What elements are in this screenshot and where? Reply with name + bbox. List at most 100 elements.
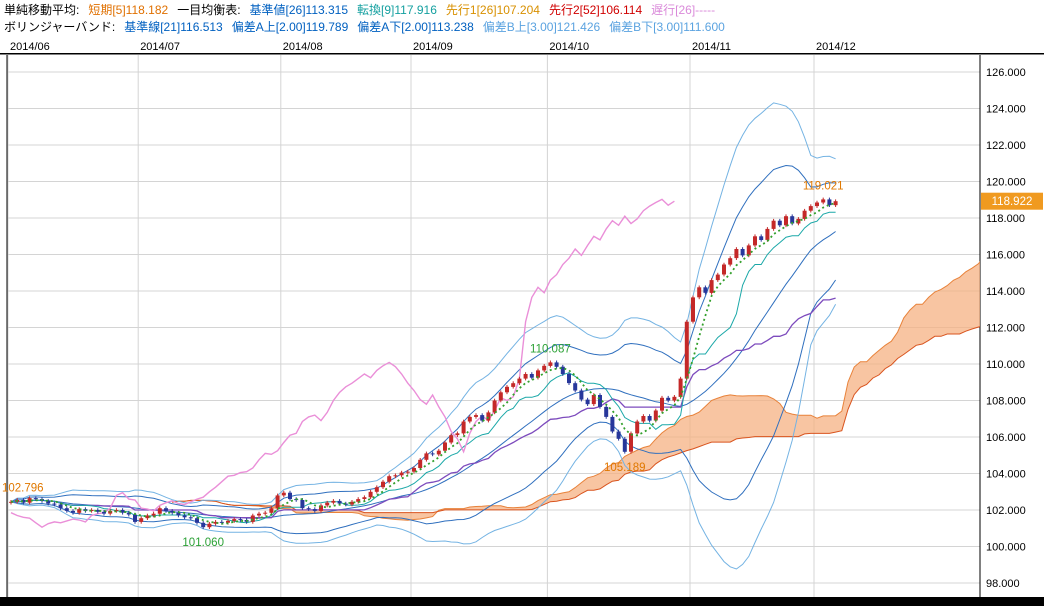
candle-body	[728, 258, 733, 265]
candle-body	[312, 509, 317, 511]
candle-body	[815, 202, 819, 207]
candle-body	[647, 416, 652, 421]
price-annotation: 110.087	[530, 343, 571, 355]
candle-body	[257, 513, 261, 516]
candle-body	[833, 201, 838, 206]
price-annotation: 102.796	[2, 482, 44, 494]
y-axis-label: 108.000	[986, 396, 1026, 408]
x-axis-label: 2014/06	[10, 41, 50, 53]
legend-item: 一目均衡表:	[177, 3, 241, 17]
candle-body	[486, 412, 491, 421]
candle-body	[802, 210, 807, 219]
candle-body	[151, 513, 156, 516]
senkou-a-line	[172, 261, 980, 521]
legend-item: 単純移動平均:	[4, 3, 80, 17]
candle-body	[467, 416, 472, 422]
candle-body	[821, 199, 826, 203]
candle-body	[207, 523, 212, 528]
candle-body	[684, 321, 689, 379]
candle-body	[567, 374, 571, 384]
candle-body	[263, 512, 268, 514]
y-axis-labels: 98.000 100.000 102.000 104.000 106.000 108.00…	[986, 67, 1026, 590]
y-axis-label: 102.000	[986, 505, 1026, 517]
candle-body	[133, 514, 137, 522]
candle-body	[765, 228, 770, 240]
candle-body	[827, 199, 832, 206]
candle-body	[740, 249, 745, 256]
legend-item: 遅行[26]-----	[651, 3, 716, 17]
candle-body	[9, 501, 13, 503]
candle-body	[89, 510, 94, 511]
candle-body	[529, 374, 534, 378]
candle-body	[536, 370, 540, 378]
candle-body	[238, 519, 243, 521]
candle-body	[33, 498, 38, 500]
y-axis-label: 112.000	[986, 323, 1025, 335]
candle-body	[381, 481, 385, 488]
legend-item: 基準線[21]116.513	[124, 20, 223, 34]
candle-body	[77, 509, 82, 513]
candle-body	[771, 220, 776, 229]
candle-body	[436, 450, 441, 455]
candle-body	[418, 459, 423, 468]
bollinger-upper-b	[10, 102, 836, 505]
candle-body	[102, 511, 106, 514]
candle-body	[523, 374, 528, 379]
legend-item: 転換[9]117.916	[357, 3, 437, 17]
candle-body	[480, 415, 485, 421]
candle-body	[412, 468, 416, 472]
candle-body	[517, 378, 522, 384]
candle-body	[461, 421, 466, 434]
candle-body	[95, 510, 100, 512]
x-axis-label: 2014/08	[283, 41, 323, 53]
x-axis-label: 2014/07	[140, 41, 180, 53]
candle-body	[691, 297, 695, 322]
candle-body	[368, 491, 373, 498]
candle-body	[616, 431, 621, 439]
bottom-bar	[0, 597, 1044, 606]
candle-body	[288, 492, 292, 500]
candle-body	[195, 518, 199, 523]
candle-body	[281, 492, 286, 496]
candle-body	[579, 390, 584, 400]
candle-body	[548, 362, 553, 366]
candle-body	[219, 521, 224, 523]
tenkan-line	[10, 211, 836, 524]
candle-body	[709, 280, 714, 293]
candle-body	[598, 395, 602, 407]
candle-body	[337, 500, 342, 504]
x-axis-label: 2014/11	[692, 41, 731, 53]
candles	[9, 197, 838, 529]
candle-body	[629, 433, 633, 452]
candle-body	[492, 400, 497, 413]
candle-body	[250, 515, 255, 522]
top-divider	[0, 53, 1044, 55]
candle-body	[114, 510, 119, 511]
candle-body	[666, 397, 671, 401]
candle-body	[746, 245, 751, 256]
y-axis-label: 124.000	[986, 104, 1026, 116]
candle-body	[443, 442, 447, 451]
candle-body	[790, 216, 795, 224]
x-axis-label: 2014/09	[413, 41, 453, 53]
candle-body	[176, 512, 181, 516]
candle-body	[449, 435, 454, 443]
candle-body	[424, 453, 429, 460]
price-annotation: 119.021	[803, 180, 844, 192]
candle-body	[722, 264, 726, 275]
x-axis-labels: 2014/06 2014/07 2014/08 2014/09 2014/10 2014/…	[10, 41, 856, 53]
legend-row-bollinger: ボリンジャーバンド: 基準線[21]116.513 偏差A上[2.00]119.78…	[4, 19, 734, 36]
legend-item: 偏差A下[2.00]113.238	[357, 20, 474, 34]
legend-item: 短期[5]118.182	[88, 3, 169, 17]
legend-item: 先行1[26]107.204	[445, 3, 540, 17]
candle-body	[808, 206, 813, 211]
x-axis-label: 2014/10	[549, 41, 589, 53]
candle-body	[777, 220, 782, 226]
candle-body	[641, 416, 646, 422]
candle-body	[213, 521, 218, 524]
y-axis-label: 120.000	[986, 177, 1026, 189]
candle-body	[58, 504, 63, 509]
candle-body	[52, 503, 57, 505]
